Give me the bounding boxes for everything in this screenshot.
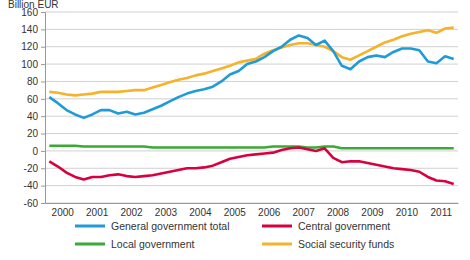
x-tick: 2008 [327,207,350,218]
y-tick: -60 [24,198,45,209]
grid-line [45,81,458,82]
y-axis-title: Billion EUR [8,0,59,10]
y-tick-mark [41,99,45,100]
y-tick-label: 80 [27,76,39,87]
y-tick-mark [41,203,45,204]
x-tick: 2007 [293,207,316,218]
x-tick: 2010 [396,207,419,218]
x-tick-label: 2008 [327,207,350,218]
grid-line [45,203,458,204]
x-tick-label: 2006 [258,207,281,218]
series-line [49,146,453,149]
x-tick: 2003 [155,207,178,218]
y-tick-mark [41,168,45,169]
plot: -60-40-200204060801001201401602000200120… [21,7,458,218]
x-axis-line [46,203,459,204]
x-tick-label: 2010 [396,207,419,218]
legend-item: General government total [75,220,229,232]
x-tick-label: 2001 [86,207,109,218]
grid-line [45,185,458,186]
x-tick: 2005 [224,207,247,218]
x-tick: 2002 [120,207,143,218]
y-tick-label: -60 [24,198,39,209]
y-tick-mark [41,134,45,135]
x-tick-label: 2005 [224,207,247,218]
y-tick: 100 [21,59,45,70]
y-axis: -60-40-20020406080100120140160 [21,7,45,209]
y-tick-label: 60 [27,94,39,105]
grid [45,12,458,203]
y-tick: 80 [27,76,45,87]
legend-label: Local government [111,238,195,250]
lines [49,28,453,184]
y-tick-mark [41,29,45,30]
series-line [49,35,453,117]
y-tick-mark [41,151,45,152]
legend-swatch [75,225,105,228]
legend-swatch [262,225,292,228]
y-tick-mark [41,186,45,187]
x-tick-label: 2003 [155,207,178,218]
x-tick: 2001 [86,207,109,218]
y-tick: 20 [27,128,45,139]
y-tick: 60 [27,94,45,105]
series-line [49,147,453,183]
x-tick-label: 2009 [361,207,384,218]
legend-item: Local government [75,238,195,250]
y-tick-mark [41,116,45,117]
x-tick: 2009 [361,207,384,218]
legend-item: Social security funds [262,238,394,250]
y-tick-label: 20 [27,128,39,139]
x-tick: 2000 [52,207,75,218]
y-tick-label: -20 [24,163,39,174]
x-tick-label: 2002 [120,207,143,218]
y-tick-label: -40 [24,180,39,191]
y-tick: 140 [21,24,45,35]
x-tick-label: 2000 [52,207,75,218]
x-tick: 2004 [189,207,212,218]
grid-line [45,150,458,151]
legend-label: Central government [298,220,390,232]
y-tick: 120 [21,41,45,52]
legend-swatch [75,243,105,246]
x-axis: 2000 2001 2002 2003 2004 2005 2006 2007 2008 2009… [46,204,459,219]
y-axis-line [41,13,46,204]
x-tick: 2006 [258,207,281,218]
grid-line [45,46,458,47]
y-tick-mark [41,64,45,65]
grid-line [45,29,458,30]
y-tick-label: 120 [21,41,38,52]
y-tick-mark [41,12,45,13]
y-tick-label: 100 [21,59,38,70]
x-tick-label: 2011 [431,207,453,218]
legend-item: Central government [262,220,390,232]
legend-swatch [262,243,292,246]
x-tick-label: 2004 [189,207,212,218]
chart: -60-40-200204060801001201401602000200120… [0,0,470,260]
y-tick: 40 [27,111,45,122]
y-tick: 0 [32,146,45,157]
grid-line [45,12,458,13]
grid-line [45,116,458,117]
legend-label: General government total [111,220,229,232]
y-tick-label: 40 [27,111,39,122]
x-tick: 2011 [431,207,453,218]
grid-line [45,98,458,99]
y-tick-mark [41,47,45,48]
y-tick: -20 [24,163,45,174]
y-tick: -40 [24,180,45,191]
legend-label: Social security funds [298,238,394,250]
legend: General government total Central governme… [75,220,394,250]
y-tick-mark [41,81,45,82]
y-tick-label: 140 [21,24,38,35]
x-tick-label: 2007 [293,207,316,218]
grid-line [45,133,458,134]
y-tick-label: 0 [32,146,38,157]
